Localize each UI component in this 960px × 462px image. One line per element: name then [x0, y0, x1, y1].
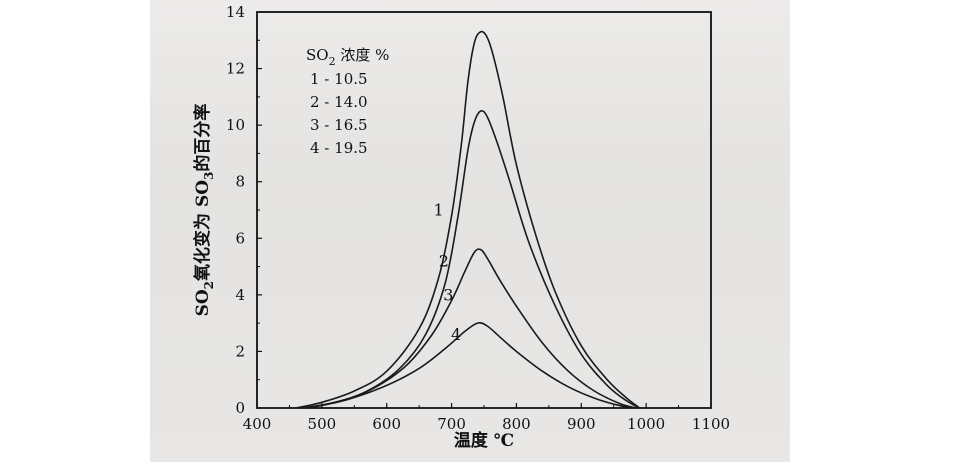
x-tick-label: 800 [502, 415, 531, 433]
legend-title-so: SO [306, 46, 329, 64]
y-tick-label: 14 [226, 3, 245, 21]
y-tick-label: 0 [235, 399, 245, 417]
curve-label-2: 2 [439, 252, 449, 271]
series-3-line [305, 248, 637, 409]
curve-label-1: 1 [434, 201, 444, 220]
legend: SO2 浓度 % 1 - 10.5 2 - 14.0 3 - 16.5 4 - 19.5 [306, 46, 389, 157]
y-label-subscript: 2 [202, 281, 216, 289]
x-tick-label: 700 [437, 415, 466, 433]
y-label-part: 氧化变为 SO [192, 180, 213, 282]
y-label-part: 的百分率 [192, 104, 213, 172]
legend-entry: 3 - 16.5 [310, 116, 368, 134]
x-tick-label: 1000 [627, 415, 665, 433]
y-tick-label: 6 [235, 229, 245, 247]
y-label-subscript: 3 [202, 172, 216, 180]
y-tick-label: 2 [235, 342, 245, 360]
legend-title-rest: 浓度 % [336, 46, 390, 64]
x-tick-label: 1100 [692, 415, 730, 433]
curve-label-4: 4 [451, 325, 461, 344]
x-tick-label: 900 [567, 415, 596, 433]
x-tick-label: 500 [308, 415, 337, 433]
legend-title-subscript: 2 [329, 55, 336, 68]
y-axis-label: SO2氧化变为 SO3的百分率 [192, 104, 216, 317]
y-tick-label: 4 [235, 286, 245, 304]
y-tick-label: 10 [226, 116, 245, 134]
x-tick-label: 400 [243, 415, 272, 433]
legend-entry: 4 - 19.5 [310, 139, 368, 157]
y-tick-label: 8 [235, 173, 245, 191]
legend-entry: 1 - 10.5 [310, 70, 368, 88]
series-4-line [308, 322, 637, 409]
y-tick-label: 12 [226, 60, 245, 78]
curves [295, 30, 641, 409]
series-2-line [302, 109, 641, 409]
series-1-line [295, 30, 641, 409]
curve-labels: 1 2 3 4 [434, 201, 462, 344]
x-axis-label: 温度 ℃ [454, 430, 514, 451]
curve-label-3: 3 [443, 286, 453, 305]
legend-title: SO2 浓度 % [306, 46, 389, 68]
legend-entry: 2 - 14.0 [310, 93, 368, 111]
x-tick-label: 600 [372, 415, 401, 433]
y-label-part: SO [193, 289, 213, 316]
